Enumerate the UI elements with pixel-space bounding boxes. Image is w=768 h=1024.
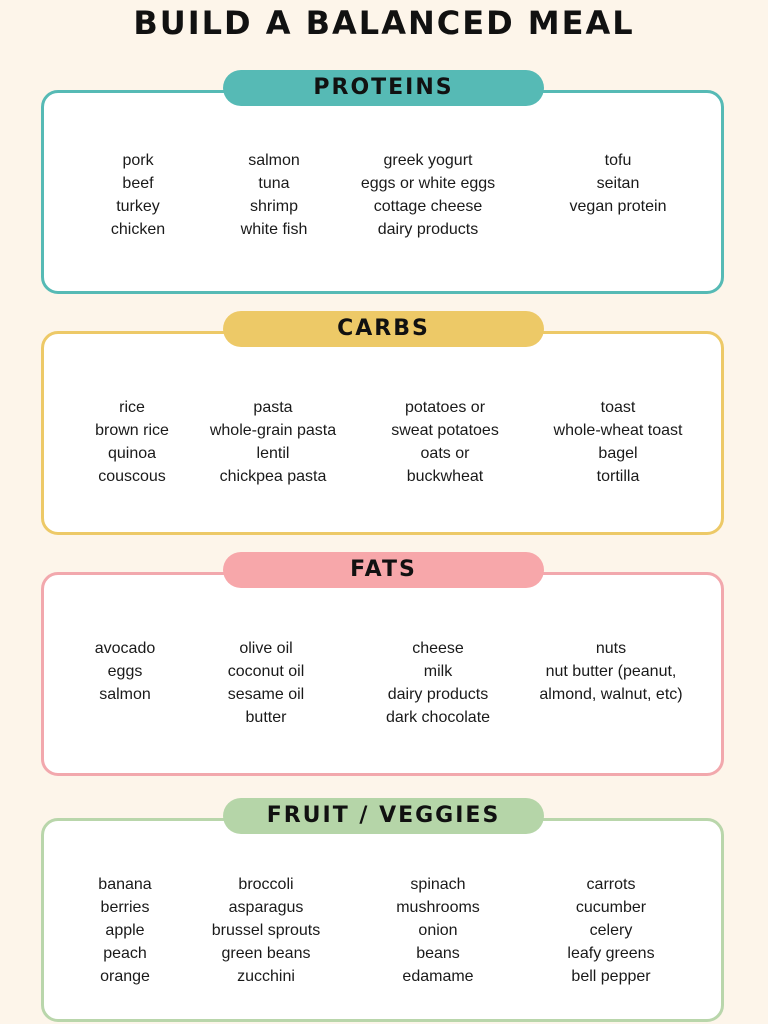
food-column: nuts nut butter (peanut, almond, walnut, e…	[539, 637, 682, 706]
food-item: seitan	[596, 175, 640, 192]
food-item: butter	[245, 709, 287, 726]
food-column: toast whole-wheat toast bagel tortilla	[554, 396, 683, 488]
food-item: sweat potatoes	[391, 422, 499, 439]
food-item: berries	[100, 899, 150, 916]
section-proteins: pork beef turkey chicken salmon tuna shrimp whi…	[41, 70, 724, 294]
food-item: brown rice	[95, 422, 169, 439]
food-item: chickpea pasta	[219, 468, 327, 485]
food-item: potatoes or	[404, 399, 486, 416]
food-column: carrots cucumber celery leafy greens bell pe…	[567, 873, 654, 988]
food-item: celery	[589, 922, 633, 939]
food-column: salmon tuna shrimp white fish	[241, 149, 308, 241]
food-item: greek yogurt	[383, 152, 473, 169]
food-item: bell pepper	[571, 968, 651, 985]
food-item: chicken	[110, 221, 166, 238]
section-fruit-veggies: banana berries apple peach orange broccoli asp…	[41, 798, 724, 1022]
food-item: apple	[105, 922, 145, 939]
food-item: vegan protein	[569, 198, 667, 215]
food-item: oats or	[420, 445, 470, 462]
food-column: potatoes or sweat potatoes oats or buckwhea…	[391, 396, 499, 488]
food-item: eggs or white eggs	[360, 175, 496, 192]
food-item: white fish	[240, 221, 308, 238]
food-item: dark chocolate	[385, 709, 491, 726]
food-item: leafy greens	[567, 945, 655, 962]
food-item: avocado	[94, 640, 156, 657]
section-card: rice brown rice quinoa couscous pasta whole-g…	[41, 331, 724, 535]
food-item: almond, walnut, etc)	[539, 686, 683, 703]
food-item: dairy products	[387, 686, 489, 703]
food-item: onion	[418, 922, 458, 939]
section-carbs: rice brown rice quinoa couscous pasta whole-g…	[41, 311, 724, 535]
food-item: bagel	[598, 445, 638, 462]
section-heading: FATS	[223, 552, 544, 588]
section-card: avocado eggs salmon olive oil coconut oil ses…	[41, 572, 724, 776]
food-item: dairy products	[377, 221, 479, 238]
food-column: broccoli asparagus brussel sprouts green be…	[212, 873, 321, 988]
food-item: cottage cheese	[373, 198, 483, 215]
food-column: greek yogurt eggs or white eggs cottage ch…	[361, 149, 495, 241]
food-item: couscous	[98, 468, 166, 485]
food-item: eggs	[107, 663, 143, 680]
section-heading: PROTEINS	[223, 70, 544, 106]
food-column: cheese milk dairy products dark chocolate	[386, 637, 490, 729]
food-item: green beans	[221, 945, 311, 962]
food-item: coconut oil	[227, 663, 305, 680]
food-item: toast	[600, 399, 636, 416]
food-item: lentil	[256, 445, 290, 462]
food-item: broccoli	[238, 876, 294, 893]
food-item: tortilla	[596, 468, 640, 485]
food-item: asparagus	[228, 899, 304, 916]
food-item: zucchini	[237, 968, 295, 985]
section-card: pork beef turkey chicken salmon tuna shrimp whi…	[41, 90, 724, 294]
food-item: shrimp	[249, 198, 299, 215]
food-item: mushrooms	[396, 899, 480, 916]
food-item: sesame oil	[227, 686, 305, 703]
food-column: avocado eggs salmon	[95, 637, 156, 706]
food-item: buckwheat	[406, 468, 484, 485]
food-item: milk	[423, 663, 453, 680]
food-item: nuts	[595, 640, 627, 657]
food-item: nut butter (peanut,	[545, 663, 677, 680]
food-item: whole-wheat toast	[553, 422, 683, 439]
food-column: tofu seitan vegan protein	[570, 149, 667, 218]
food-column: pasta whole-grain pasta lentil chickpea pas…	[210, 396, 336, 488]
food-item: beef	[122, 175, 154, 192]
section-heading: FRUIT / VEGGIES	[223, 798, 544, 834]
food-item: olive oil	[239, 640, 293, 657]
food-item: salmon	[99, 686, 151, 703]
food-item: spinach	[410, 876, 466, 893]
food-column: spinach mushrooms onion beans edamame	[396, 873, 480, 988]
food-item: quinoa	[107, 445, 157, 462]
food-item: pork	[122, 152, 154, 169]
food-item: tofu	[604, 152, 632, 169]
food-column: olive oil coconut oil sesame oil butter	[228, 637, 305, 729]
food-item: banana	[98, 876, 152, 893]
section-fats: avocado eggs salmon olive oil coconut oil ses…	[41, 552, 724, 776]
food-item: edamame	[402, 968, 474, 985]
section-heading: CARBS	[223, 311, 544, 347]
food-item: beans	[416, 945, 460, 962]
food-item: rice	[119, 399, 145, 416]
food-item: orange	[100, 968, 150, 985]
food-item: tuna	[258, 175, 290, 192]
food-item: salmon	[248, 152, 300, 169]
page-title: BUILD A BALANCED MEAL	[133, 4, 635, 42]
food-column: rice brown rice quinoa couscous	[95, 396, 169, 488]
food-item: carrots	[586, 876, 636, 893]
food-item: cheese	[412, 640, 464, 657]
food-column: banana berries apple peach orange	[98, 873, 151, 988]
food-item: turkey	[116, 198, 160, 215]
food-column: pork beef turkey chicken	[111, 149, 165, 241]
section-card: banana berries apple peach orange broccoli asp…	[41, 818, 724, 1022]
food-item: pasta	[253, 399, 293, 416]
food-item: peach	[103, 945, 147, 962]
food-item: brussel sprouts	[211, 922, 321, 939]
food-item: cucumber	[575, 899, 647, 916]
food-item: whole-grain pasta	[209, 422, 337, 439]
